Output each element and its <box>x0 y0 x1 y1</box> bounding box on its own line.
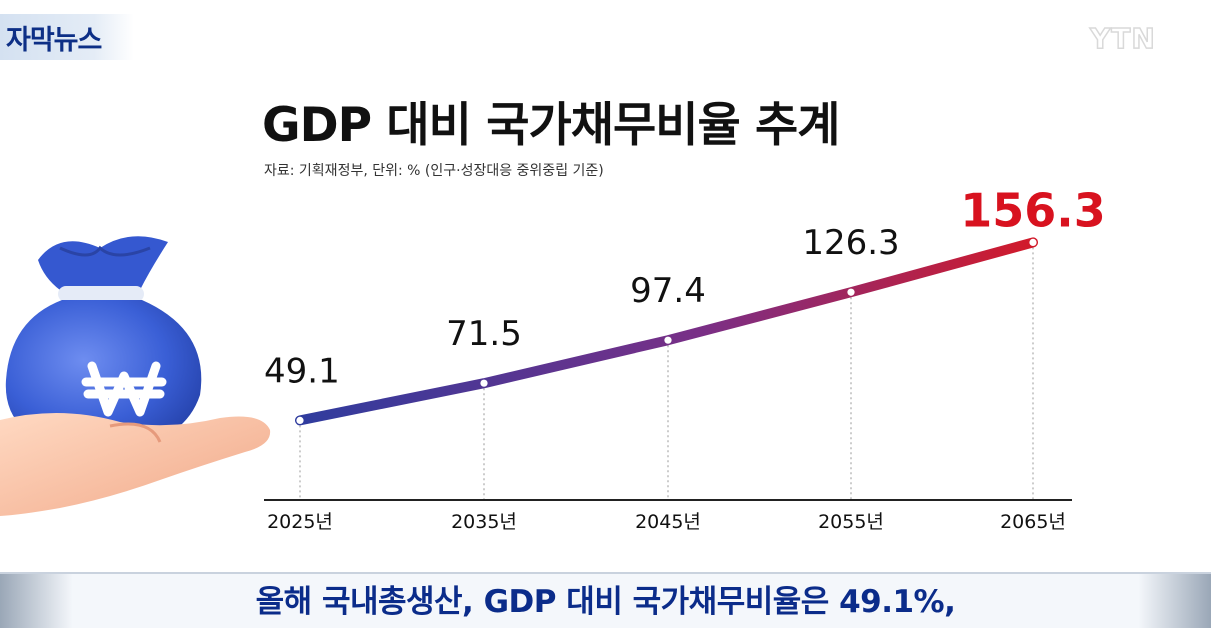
money-bag-won-icon <box>0 236 271 516</box>
value-label: 126.3 <box>802 223 899 263</box>
ytn-logo: YTN <box>1089 21 1156 56</box>
x-tick-label: 2045년 <box>635 511 701 533</box>
x-tick-label: 2055년 <box>818 511 884 533</box>
chart: 49.1 71.5 97.4 126.3 156.3 2025년 2035년 2045년 20… <box>264 183 1106 533</box>
series-line <box>295 237 1038 426</box>
data-point <box>296 416 304 424</box>
x-tick-label: 2035년 <box>451 511 517 533</box>
value-label: 156.3 <box>960 183 1106 237</box>
data-point <box>664 336 672 344</box>
data-point <box>847 288 855 296</box>
x-tick-label: 2065년 <box>1000 511 1066 533</box>
value-label: 49.1 <box>264 351 340 391</box>
news-category-tag: 자막뉴스 <box>0 14 134 60</box>
value-label: 97.4 <box>630 271 706 311</box>
chart-title: GDP 대비 국가채무비율 추계 <box>262 98 841 153</box>
value-label: 71.5 <box>446 314 522 354</box>
caption-bar <box>0 572 1211 628</box>
x-tick-label: 2025년 <box>267 511 333 533</box>
data-point <box>480 379 488 387</box>
caption-text: 올해 국내총생산, GDP 대비 국가채무비율은 49.1%, <box>255 584 956 620</box>
data-point <box>1029 238 1037 247</box>
chart-subtitle: 자료: 기획재정부, 단위: % (인구·성장대응 중위중립 기준) <box>264 163 604 179</box>
